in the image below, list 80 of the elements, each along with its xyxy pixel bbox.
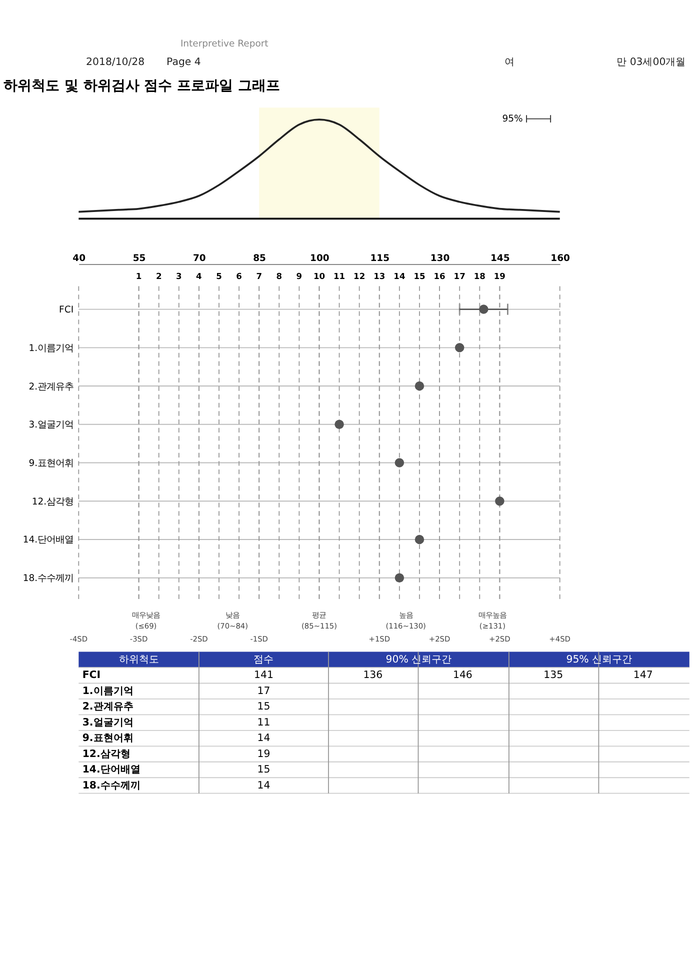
- text: -3SD: [130, 634, 148, 644]
- category-label: 12.삼각형: [82, 748, 130, 760]
- text: 점수: [254, 654, 274, 666]
- x2-tick-label: 10: [313, 270, 326, 281]
- x2-tick-label: 14: [394, 270, 406, 281]
- text: 여: [504, 57, 514, 68]
- text: +4SD: [549, 634, 571, 644]
- category-label: 3.얼굴기억: [82, 717, 134, 728]
- text: +2SD: [489, 634, 511, 644]
- x2-tick-label: 16: [434, 270, 446, 281]
- text: 15: [257, 702, 270, 713]
- category-label: 1.이름기억: [82, 686, 134, 697]
- x-tick-label: 115: [370, 252, 390, 264]
- x2-tick-label: 5: [216, 270, 222, 281]
- x2-tick-label: 1: [136, 270, 142, 281]
- x-tick-label: 100: [310, 252, 330, 264]
- x2-tick-label: 19: [494, 270, 506, 281]
- category-label: 14.단어배열: [82, 764, 140, 776]
- x2-tick-label: 4: [196, 270, 202, 281]
- text: -1SD: [250, 634, 268, 644]
- text: 높음 (116~130): [386, 610, 426, 631]
- text: 매우낮음 (≤69): [132, 610, 160, 631]
- text: 11: [257, 717, 270, 728]
- category-label: FCI: [82, 670, 101, 682]
- y-tick-label: 1.이름기억: [28, 342, 74, 354]
- category-label: 2.관계유추: [82, 702, 134, 713]
- chart-title: 하위척도 및 하위검사 점수 프로파일 그래프: [4, 78, 280, 94]
- y-tick-label: 18.수수께끼: [22, 573, 74, 584]
- x2-tick-label: 3: [176, 270, 182, 281]
- text: 146: [452, 670, 472, 682]
- y-tick-label: 9.표현어휘: [28, 458, 74, 469]
- text: 19: [257, 748, 270, 760]
- text: 90% 신뢰구간: [386, 654, 452, 666]
- text: 135: [544, 670, 564, 682]
- text: 141: [254, 670, 274, 682]
- x2-tick-label: 13: [374, 270, 386, 281]
- x2-tick-label: 17: [454, 270, 466, 281]
- text: 14: [257, 733, 270, 744]
- x2-tick-label: 7: [256, 270, 262, 281]
- text: 147: [633, 670, 653, 682]
- x-tick-label: 130: [430, 252, 450, 264]
- x2-tick-label: 6: [236, 270, 242, 281]
- text: 15: [257, 764, 270, 776]
- text: 낮음 (70~84): [217, 610, 248, 631]
- y-tick-label: FCI: [59, 304, 74, 316]
- x-tick-label: 55: [132, 252, 146, 264]
- text: +2SD: [428, 634, 450, 644]
- x2-tick-label: 15: [414, 270, 426, 281]
- text: 17: [257, 686, 270, 697]
- category-label: 9.표현어휘: [82, 733, 134, 744]
- x2-tick-label: 11: [334, 270, 346, 281]
- text: -2SD: [190, 634, 208, 644]
- x-tick-label: 145: [490, 252, 510, 264]
- y-tick-label: 2.관계유추: [28, 381, 74, 392]
- text: 평균 (85~115): [302, 610, 338, 631]
- x2-tick-label: 9: [296, 270, 302, 281]
- x2-tick-label: 8: [276, 270, 282, 281]
- x-tick-label: 85: [253, 252, 266, 264]
- text: Interpretive Report: [180, 38, 269, 50]
- text: 매우높음 (≥131): [478, 610, 506, 631]
- y-tick-label: 14.단어배열: [22, 534, 74, 546]
- x2-tick-label: 18: [474, 270, 486, 281]
- x-tick-label: 70: [192, 252, 206, 264]
- text: 136: [363, 670, 383, 682]
- text: 하위척도: [118, 654, 159, 666]
- x2-tick-label: 2: [156, 270, 162, 281]
- text: 14: [257, 780, 270, 792]
- text: 2018/10/28: [86, 57, 145, 68]
- y-tick-label: 12.삼각형: [32, 496, 74, 508]
- annotation: 95%: [502, 114, 524, 125]
- text: 95% 신뢰구간: [566, 654, 632, 666]
- x-tick-label: 160: [550, 252, 570, 264]
- x-tick-label: 40: [72, 252, 86, 264]
- text: 만 03세00개월: [616, 57, 686, 68]
- y-tick-label: 3.얼굴기억: [28, 420, 74, 431]
- category-label: 18.수수께끼: [82, 780, 140, 792]
- x2-tick-label: 12: [354, 270, 366, 281]
- text: Page 4: [166, 57, 201, 68]
- text: -4SD: [70, 634, 88, 644]
- text: +1SD: [368, 634, 390, 644]
